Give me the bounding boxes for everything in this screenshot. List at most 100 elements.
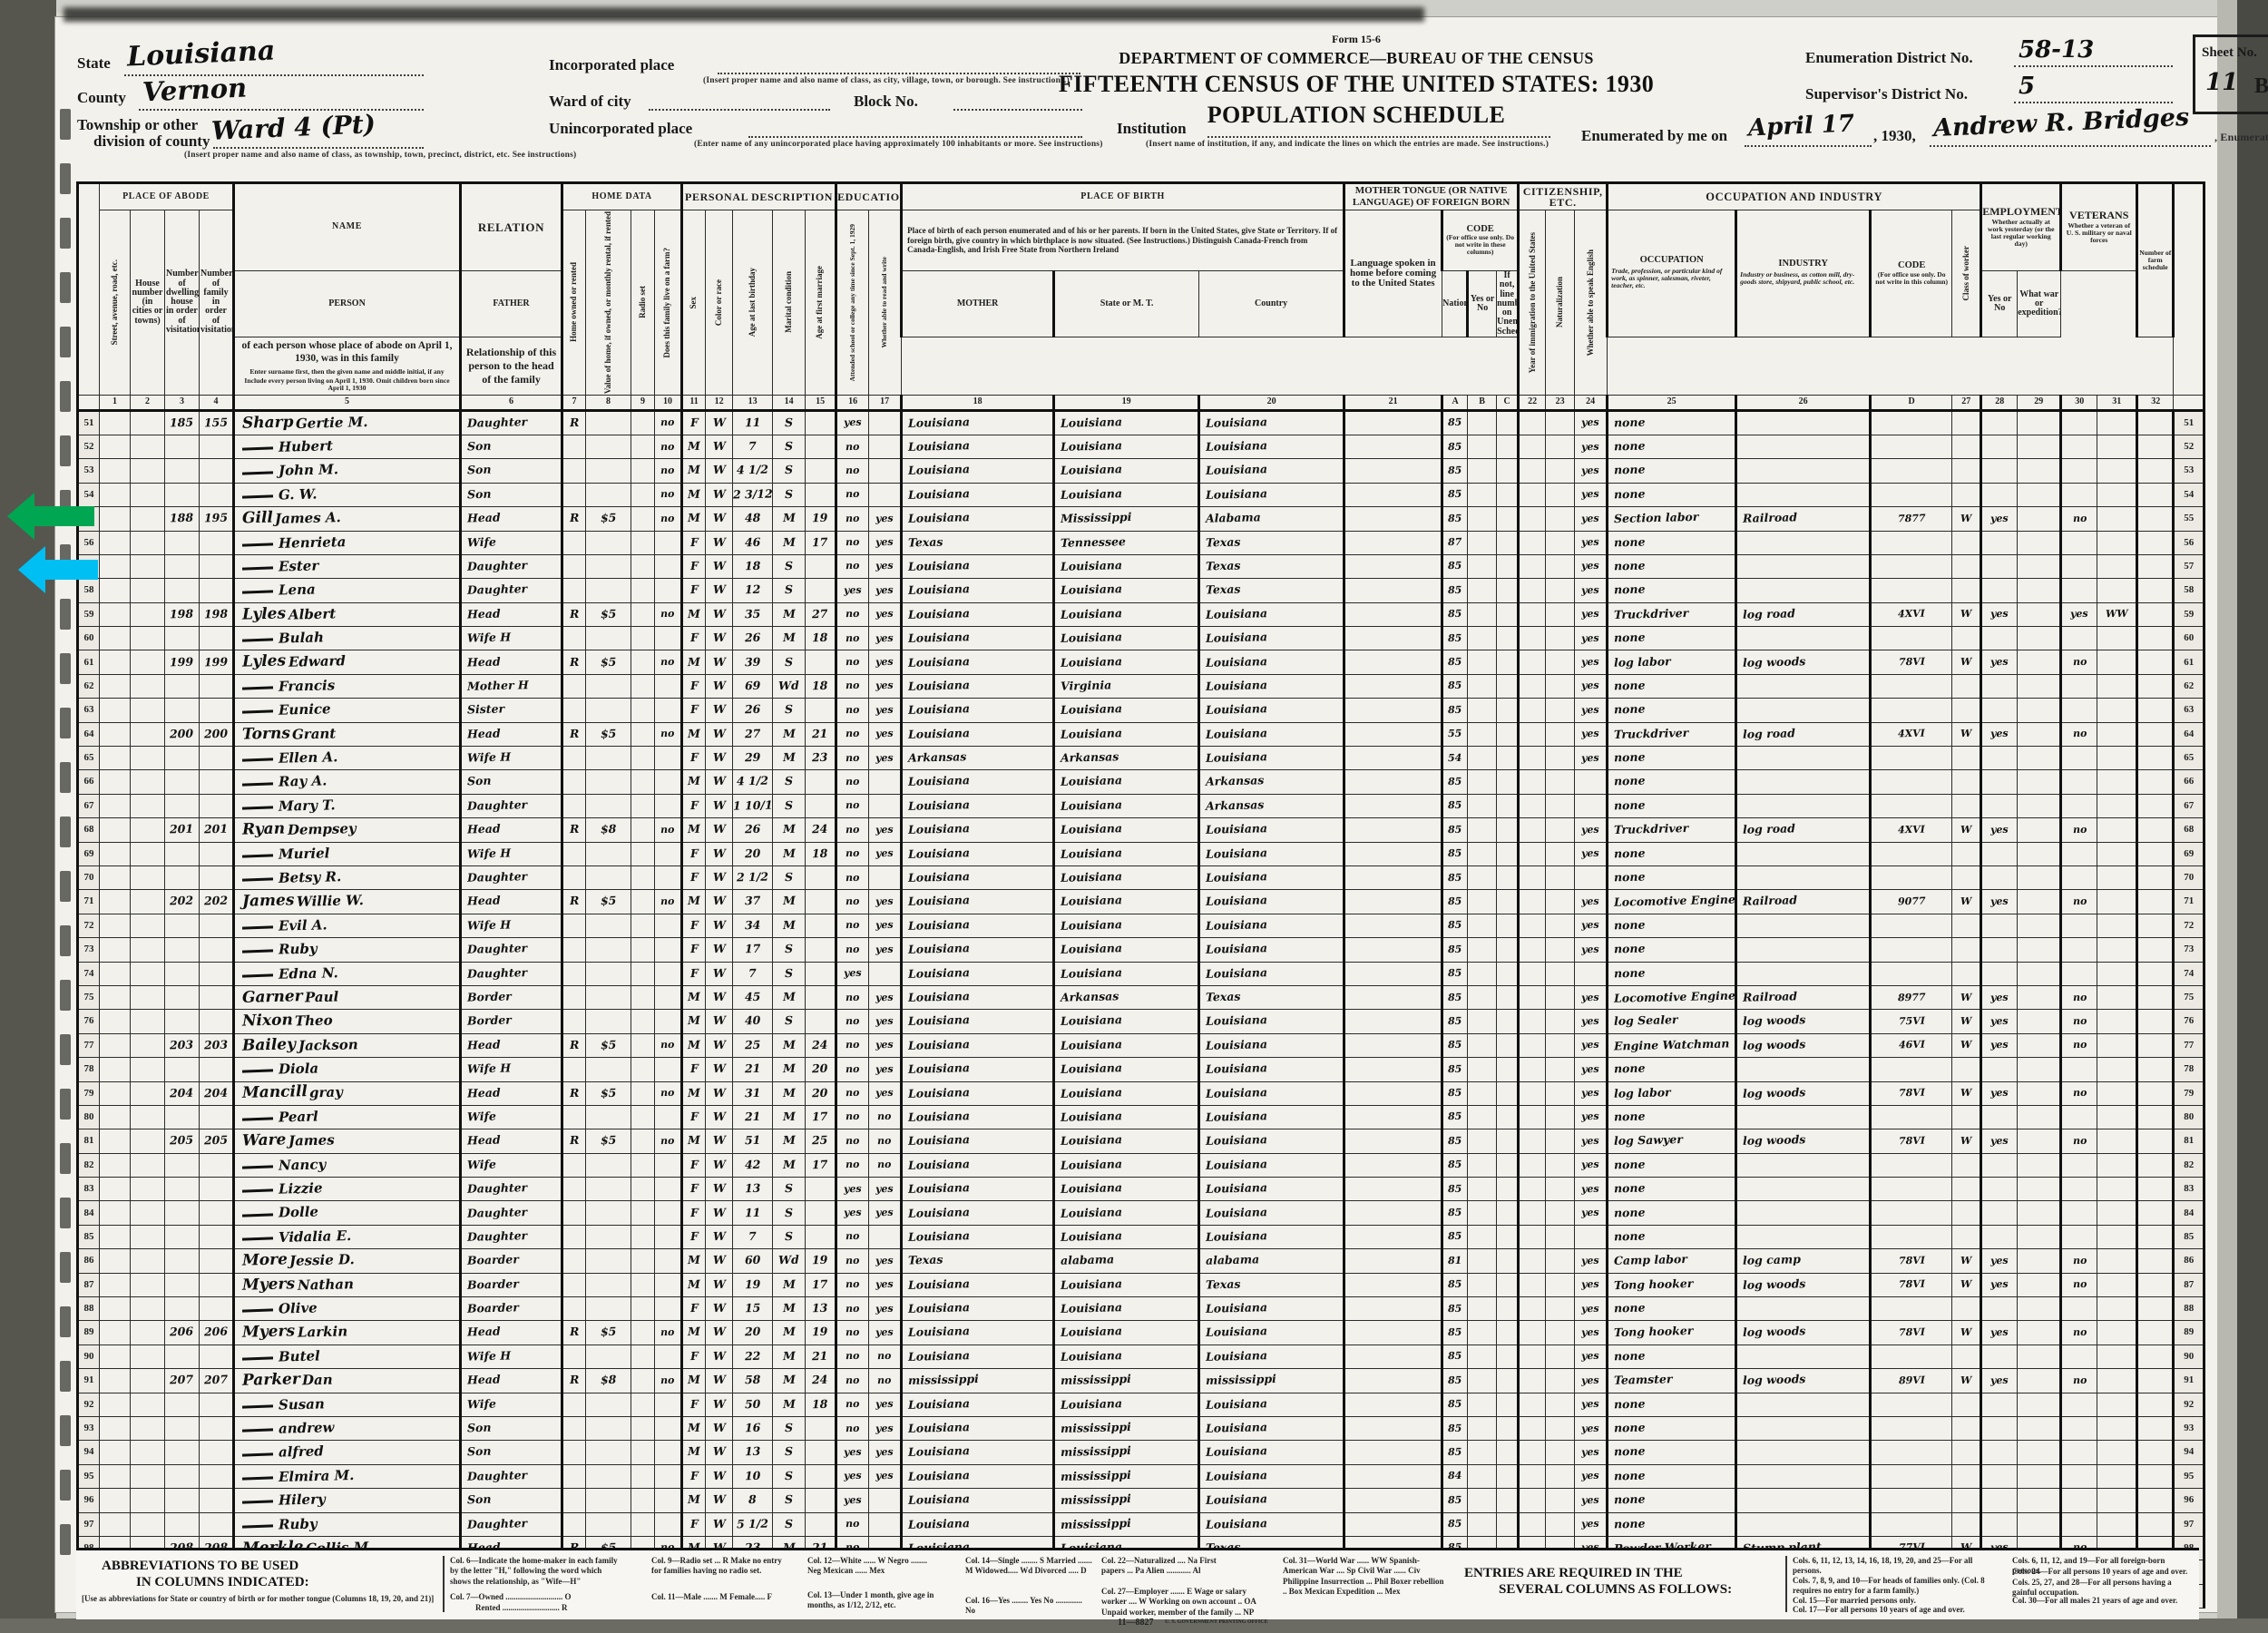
cell-relation: Daughter [459, 409, 563, 435]
table-row[interactable]: 87 Myers Nathan Boarder M W 19 M 17 no yes Louisia… [76, 1272, 2206, 1298]
cell-age-first-marriage: 19 [805, 506, 837, 532]
table-row[interactable]: 79 204 204 Mancill gray Head R $5 no M W 31 M 20 no ye… [76, 1081, 2206, 1106]
table-row[interactable]: 88 Olive Boarder F W 15 M 13 no yes Louisiana Louis… [76, 1296, 2206, 1322]
table-row[interactable]: 92 Susan Wife F W 50 M 18 no yes Louisiana Louisian… [76, 1392, 2206, 1417]
cell-dwelling-number [164, 458, 200, 484]
table-row[interactable]: 86 More Jessie D. Boarder M W 60 Wd 19 no yes Texa… [76, 1248, 2206, 1274]
cell-farm [654, 1057, 683, 1082]
cell-language-spoken [1343, 553, 1443, 580]
table-row[interactable]: 77 203 203 Bailey Jackson Head R $5 no M W 25 M 24 no… [76, 1032, 2206, 1059]
table-row[interactable]: 82 Nancy Wife F W 42 M 17 no no Louisiana Louisiana… [76, 1152, 2206, 1178]
cell-sex: F [680, 1511, 707, 1537]
cell-unemployment-line [2017, 482, 2062, 508]
cell-name: Edna N. [232, 961, 462, 986]
cell-class-of-worker [1951, 553, 1982, 580]
cell-marital: S [772, 1177, 807, 1202]
colnum-26: 26 [1735, 394, 1872, 412]
cell-farm-schedule [2136, 889, 2175, 914]
cell-attended-school: no [835, 1032, 870, 1059]
cell-war [2097, 841, 2138, 867]
cell-farm-schedule [2136, 1129, 2175, 1154]
row-line-number-right: 96 [2173, 1488, 2206, 1513]
cell-birth-father: Louisiana [1052, 913, 1200, 939]
table-row[interactable]: 64 200 200 Torns Grant Head R $5 no M W 27 M 21 no yes… [76, 721, 2206, 748]
cell-work-yesterday [1980, 1440, 2019, 1465]
table-row[interactable]: 60 Bulah Wife H F W 26 M 18 no yes Louisiana Louisi… [76, 626, 2206, 651]
cell-industry [1735, 793, 1872, 819]
table-row[interactable]: 59 198 198 Lyles Albert Head R $5 no M W 35 M 27 no ye… [76, 601, 2206, 628]
county-label: County [77, 89, 126, 106]
table-row[interactable]: 81 205 205 Ware James Head R $5 no M W 51 M 25 no no Lo… [76, 1129, 2206, 1154]
cell-birth-person: Louisiana [900, 1272, 1055, 1298]
cell-family-number [198, 913, 235, 939]
cell-speak-english [1574, 793, 1608, 819]
cell-birth-mother: Louisiana [1198, 1009, 1345, 1034]
cell-radio-set [631, 553, 656, 580]
cell-war [2097, 721, 2138, 748]
cell-birth-mother: Louisiana [1198, 626, 1345, 651]
cell-industry [1735, 1511, 1872, 1537]
cell-dwelling-number [164, 1511, 200, 1537]
table-row[interactable]: 65 Ellen A. Wife H F W 29 M 23 no yes Arkansas Arka… [76, 746, 2206, 771]
cell-home-owned [561, 1488, 587, 1513]
cell-code-state: 85 [1441, 1440, 1469, 1465]
table-row[interactable]: 55188195Gill James A.HeadR$5noMW48M19noy… [76, 506, 2206, 532]
cell-birth-father: Louisiana [1052, 1104, 1200, 1130]
table-row[interactable]: 69 Muriel Wife H F W 20 M 18 no yes Louisiana Louis… [76, 841, 2206, 867]
cell-work-yesterday [1980, 1488, 2019, 1513]
row-line-number-right: 60 [2173, 626, 2206, 651]
cell-war [2097, 1463, 2138, 1490]
table-row[interactable]: 78 Diola Wife H F W 21 M 20 no yes Louisiana Louisi… [76, 1057, 2206, 1082]
table-row[interactable]: 68 201 201 Ryan Dempsey Head R $8 no M W 26 M 24 no ye… [76, 817, 2206, 843]
cell-sex: M [680, 817, 707, 843]
table-row[interactable]: 89 206 206 Myers Larkin Head R $5 no M W 20 M 19 no ye… [76, 1320, 2206, 1345]
cell-radio-set [631, 506, 656, 532]
cell-veteran [2059, 530, 2098, 555]
cell-family-number [198, 1463, 235, 1490]
cell-name: Lena [232, 578, 462, 603]
table-row[interactable]: 90 Butel Wife H F W 22 M 21 no no Louisiana Louisia… [76, 1344, 2206, 1370]
cell-class-of-worker [1951, 409, 1982, 435]
cell-sex: F [680, 1177, 707, 1202]
table-row[interactable]: 62 Francis Mother H F W 69 Wd 18 no yes Louisiana V… [76, 673, 2206, 699]
cell-home-value: $5 [585, 1032, 632, 1059]
table-row[interactable]: 56 Henrieta Wife F W 46 M 17 no yes Texas Tennessee… [76, 530, 2206, 555]
township-label-2: division of county [93, 132, 210, 150]
cell-name: Nixon Theo [232, 1009, 462, 1034]
table-row[interactable]: 80 Pearl Wife F W 21 M 17 no no Louisiana Louisiana… [76, 1104, 2206, 1130]
table-row[interactable]: 57EsterDaughterFW18SnoyesLouisianaLouisi… [76, 553, 2206, 580]
colnum-2: 2 [130, 394, 165, 412]
row-line-number-right: 77 [2173, 1032, 2206, 1059]
cell-work-yesterday: yes [1980, 650, 2019, 675]
cell-family-number [198, 984, 235, 1011]
cell-class-of-worker [1951, 1057, 1982, 1082]
cell-marital: M [772, 1392, 807, 1417]
table-row[interactable]: 91 207 207 Parker Dan Head R $8 no M W 58 M 24 no no mi… [76, 1368, 2206, 1393]
cell-industry [1735, 1296, 1872, 1322]
cell-work-yesterday [1980, 458, 2019, 484]
